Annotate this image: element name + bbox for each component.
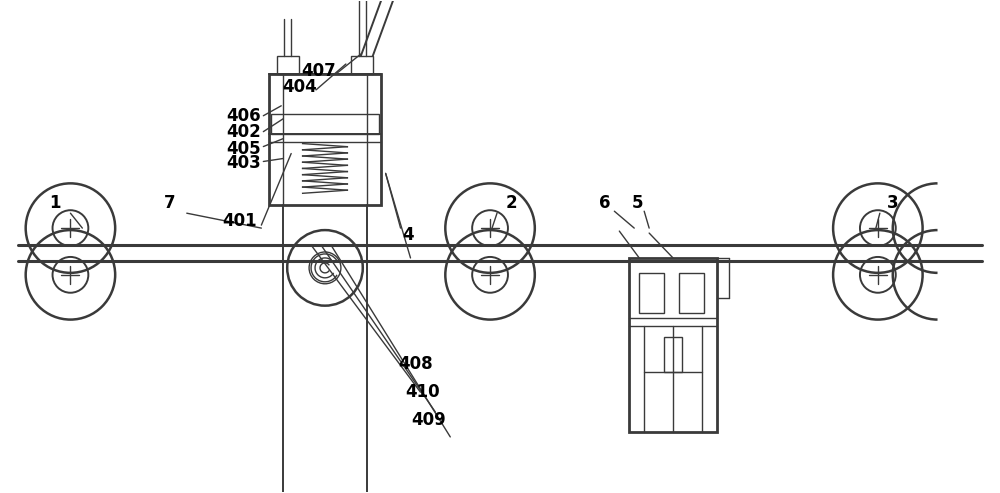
Bar [664, 338, 682, 372]
Text: 409: 409 [411, 411, 446, 429]
Text: 406: 406 [226, 107, 261, 125]
Text: 5: 5 [631, 194, 643, 212]
Text: 1: 1 [49, 194, 60, 212]
Text: 402: 402 [226, 123, 261, 141]
Text: 405: 405 [226, 140, 261, 158]
Text: 410: 410 [405, 383, 440, 401]
Bar [271, 114, 379, 134]
Bar [639, 273, 664, 313]
Text: 404: 404 [282, 78, 317, 96]
Bar [277, 56, 299, 74]
Text: 3: 3 [887, 194, 899, 212]
Text: 407: 407 [302, 62, 336, 80]
Text: 6: 6 [599, 194, 610, 212]
Bar [629, 258, 717, 432]
Bar [351, 56, 373, 74]
Text: 4: 4 [403, 226, 414, 244]
Text: 408: 408 [398, 355, 433, 373]
Text: 2: 2 [506, 194, 518, 212]
Bar [269, 74, 381, 205]
Text: 7: 7 [164, 194, 176, 212]
Text: 401: 401 [222, 212, 257, 230]
Bar [679, 273, 704, 313]
Text: 403: 403 [226, 154, 261, 173]
